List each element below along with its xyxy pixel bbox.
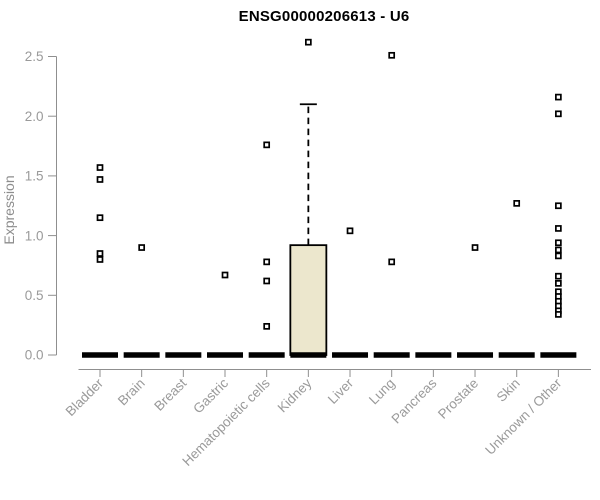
median-bar xyxy=(498,352,535,358)
x-tick-label: Bladder xyxy=(63,375,107,419)
x-tick-label: Brain xyxy=(115,376,148,409)
x-tick-label: Skin xyxy=(494,376,523,405)
median-bar xyxy=(415,352,452,358)
box-series xyxy=(82,38,577,358)
median-bar xyxy=(332,352,369,358)
median-bar xyxy=(207,352,244,358)
outlier-point xyxy=(513,200,521,207)
outlier-point xyxy=(263,258,271,266)
box-group xyxy=(289,38,328,358)
outlier-point xyxy=(96,176,104,183)
box-group xyxy=(248,141,285,358)
box-group xyxy=(123,244,160,358)
outlier-point xyxy=(263,141,271,149)
median-bar xyxy=(123,352,160,358)
outlier-point xyxy=(555,272,562,280)
outlier-point xyxy=(555,280,562,287)
outlier-point xyxy=(263,277,271,285)
x-tick-label: Liver xyxy=(325,375,357,407)
median-bar xyxy=(165,352,202,358)
outlier-point xyxy=(96,214,104,222)
y-tick-label: 2.5 xyxy=(25,49,44,64)
outlier-point xyxy=(555,202,562,210)
median-bar xyxy=(373,352,410,358)
outlier-point xyxy=(555,93,562,101)
x-tick-label: Lung xyxy=(366,376,398,408)
box-group xyxy=(332,227,369,358)
iqr-box xyxy=(289,244,328,356)
median-bar xyxy=(290,352,327,358)
y-tick-label: 1.0 xyxy=(25,228,44,243)
outlier-point xyxy=(96,250,104,257)
outlier-point xyxy=(555,110,562,118)
outlier-point xyxy=(346,227,354,235)
box-group xyxy=(498,200,535,358)
outlier-point xyxy=(138,244,146,251)
x-tick-label: Gastric xyxy=(190,375,231,416)
outlier-point xyxy=(471,244,479,251)
y-tick-label: 2.0 xyxy=(25,109,44,124)
box-group xyxy=(165,352,202,358)
median-bar xyxy=(540,352,577,358)
outlier-point xyxy=(96,256,104,263)
outlier-point xyxy=(305,38,312,46)
box-group xyxy=(207,271,244,358)
y-tick-label: 0.0 xyxy=(25,348,44,363)
median-bar xyxy=(457,352,494,358)
box-group xyxy=(373,51,410,358)
outlier-point xyxy=(388,51,396,59)
x-tick-label: Breast xyxy=(151,375,189,413)
outlier-point xyxy=(96,164,104,171)
y-tick-label: 0.5 xyxy=(25,288,44,303)
y-tick-label: 1.5 xyxy=(25,169,44,184)
outlier-point xyxy=(263,322,271,330)
outlier-point xyxy=(555,311,562,318)
outlier-point xyxy=(555,252,562,260)
y-axis-label: Expression xyxy=(1,175,17,244)
box-group xyxy=(540,93,577,358)
chart-title: ENSG00000206613 - U6 xyxy=(238,8,410,25)
box-group xyxy=(457,244,494,358)
x-tick-label: Unknown / Other xyxy=(482,375,565,458)
median-bar xyxy=(82,352,118,358)
x-tick-label: Kidney xyxy=(275,375,315,415)
outlier-point xyxy=(221,271,229,279)
outlier-point xyxy=(555,225,562,232)
median-bar xyxy=(248,352,285,358)
outlier-point xyxy=(388,258,396,266)
x-tick-label: Prostate xyxy=(435,376,481,422)
outlier-point xyxy=(555,239,562,247)
outlier-point xyxy=(555,246,562,254)
x-tick-label: Pancreas xyxy=(389,375,440,426)
box-group xyxy=(415,352,452,358)
box-group xyxy=(82,164,118,358)
